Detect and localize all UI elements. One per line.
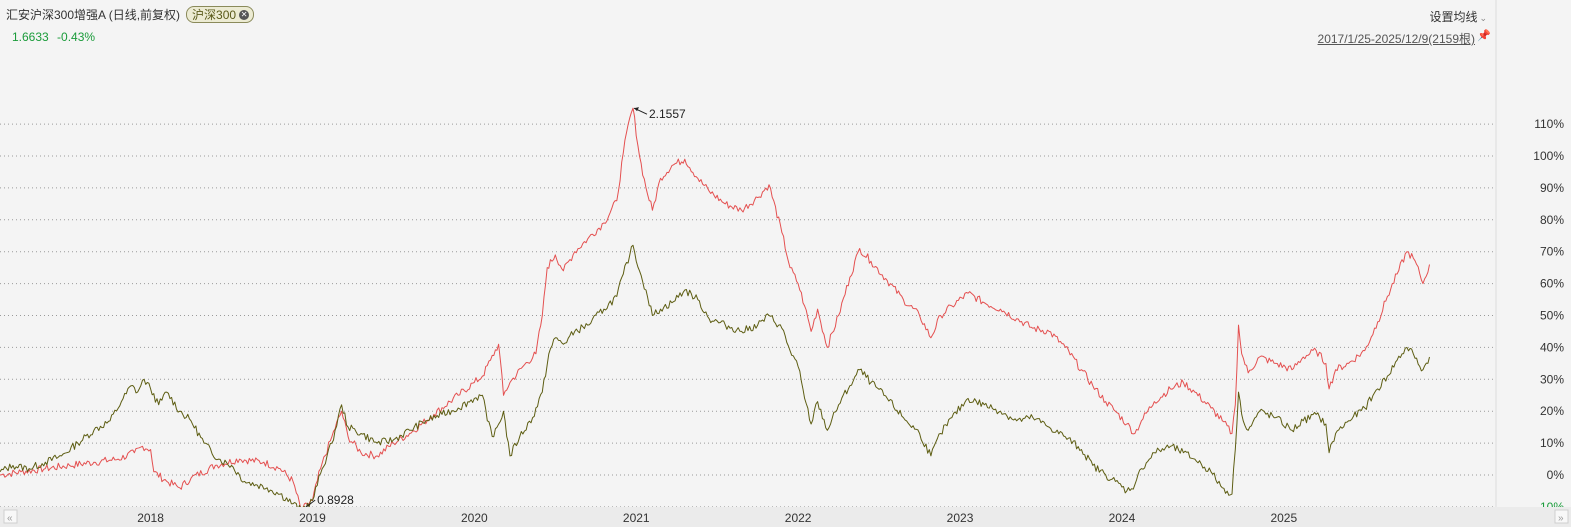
- scroll-left-button[interactable]: [3, 509, 18, 524]
- y-tick-label: 10%: [1540, 436, 1564, 450]
- series-line-benchmark: [0, 244, 1430, 511]
- y-tick-label: 50%: [1540, 309, 1564, 323]
- pin-icon[interactable]: 📌: [1477, 30, 1491, 42]
- fund-title: 汇安沪深300增强A (日线,前复权): [6, 8, 181, 22]
- y-tick-label: 40%: [1540, 340, 1564, 354]
- price-row: 1.6633 -0.43%: [12, 30, 100, 44]
- x-tick-label: 2019: [299, 511, 326, 525]
- y-tick-label: 90%: [1540, 181, 1564, 195]
- annotation-arrowhead: [634, 107, 640, 112]
- y-tick-label: 30%: [1540, 372, 1564, 386]
- y-tick-label: 80%: [1540, 213, 1564, 227]
- benchmark-tag[interactable]: 沪深300 ✕: [186, 6, 255, 23]
- annotation-label: 2.1557: [649, 107, 686, 121]
- x-tick-label: 2020: [461, 511, 488, 525]
- close-icon[interactable]: ✕: [239, 9, 250, 20]
- scroll-right-button[interactable]: [1554, 509, 1569, 524]
- annotation-label: 0.8928: [317, 493, 354, 507]
- chevron-down-icon: ⌄: [1479, 13, 1487, 23]
- y-tick-label: 0%: [1547, 468, 1565, 482]
- x-tick-label: 2025: [1270, 511, 1297, 525]
- ma-setting-label: 设置均线: [1429, 10, 1478, 24]
- x-axis: « » 2018 2019 2020 2021 2022 2023 2024 2025: [0, 507, 1571, 527]
- grid-lines: [0, 123, 1496, 508]
- ma-setting-button[interactable]: 设置均线 ⌄: [1429, 8, 1487, 25]
- chart-header: 汇安沪深300增强A (日线,前复权) 沪深300 ✕ 1.6633 -0.43…: [0, 0, 1571, 48]
- date-range-link[interactable]: 2017/1/25-2025/12/9(2159根): [1317, 32, 1475, 46]
- y-tick-label: 20%: [1540, 404, 1564, 418]
- x-tick-label: 2018: [137, 511, 164, 525]
- x-axis-band: [0, 507, 1571, 527]
- chevron-left-icon: «: [7, 513, 13, 524]
- x-tick-label: 2022: [785, 511, 812, 525]
- chart-annotations: 2.1557 0.8928: [301, 107, 686, 514]
- chevron-right-icon: »: [1558, 513, 1564, 524]
- current-price: 1.6633: [12, 30, 49, 44]
- x-tick-label: 2023: [947, 511, 974, 525]
- series-line-fund: [0, 107, 1430, 511]
- y-tick-label: 60%: [1540, 277, 1564, 291]
- y-tick-label: 110%: [1534, 117, 1564, 131]
- title-row: 汇安沪深300增强A (日线,前复权) 沪深300 ✕: [6, 6, 255, 23]
- y-tick-label: 100%: [1533, 149, 1564, 163]
- x-tick-label: 2024: [1109, 511, 1136, 525]
- y-axis-ticks: -10%0%10%20%30%40%50%60%70%80%90%100%110…: [1533, 117, 1564, 514]
- price-change: -0.43%: [57, 30, 96, 44]
- x-tick-label: 2021: [623, 511, 650, 525]
- y-tick-label: 70%: [1540, 245, 1564, 259]
- benchmark-tag-label: 沪深300: [192, 8, 237, 22]
- chart-series: [0, 107, 1430, 511]
